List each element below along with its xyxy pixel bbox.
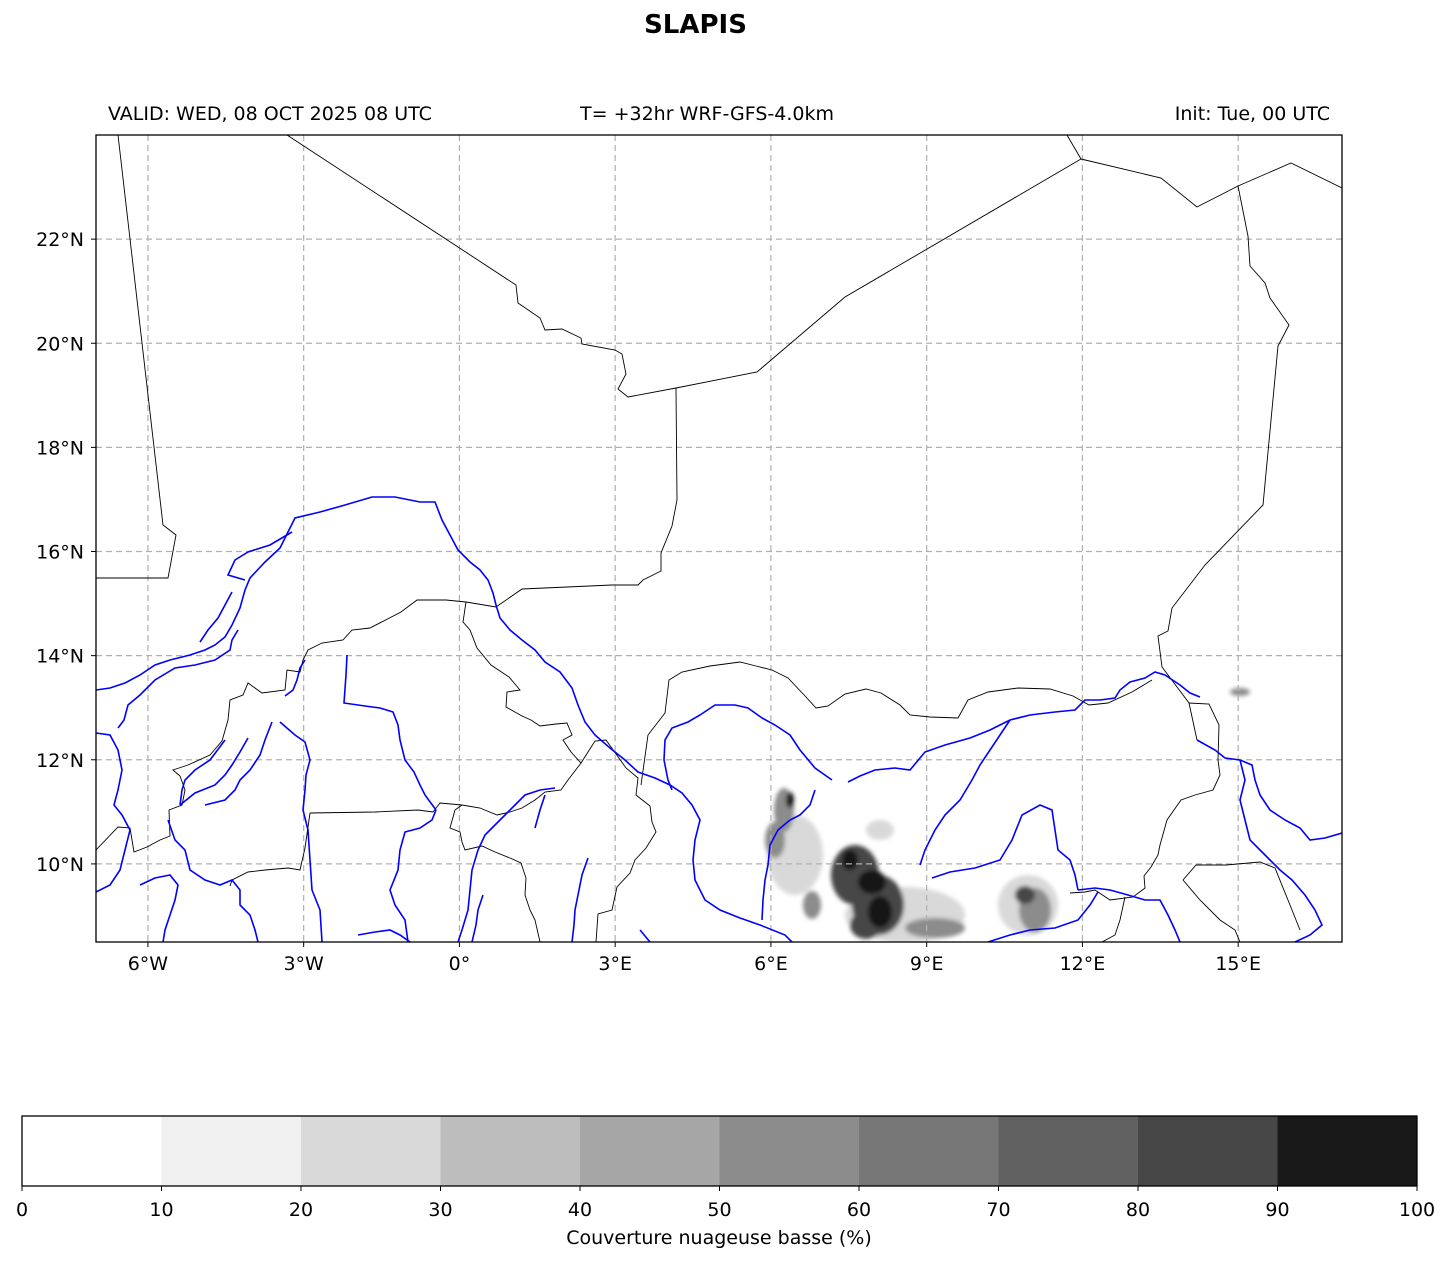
longitude-labels: 6°W 3°W 0° 3°E 6°E 9°E 12°E 15°E <box>128 942 1261 975</box>
valid-time-label: VALID: WED, 08 OCT 2025 08 UTC <box>108 103 432 125</box>
colorbar-tick-label: 80 <box>1126 1199 1150 1221</box>
lon-tick-label: 9°E <box>910 953 944 975</box>
forecast-run-label: T= +32hr WRF-GFS-4.0km <box>580 103 834 125</box>
colorbar-tick-label: 50 <box>707 1199 731 1221</box>
colorbar-swatch <box>719 1116 860 1186</box>
init-time-label: Init: Tue, 00 UTC <box>1174 103 1330 125</box>
country-borders <box>96 135 1342 942</box>
lon-tick-label: 12°E <box>1060 953 1106 975</box>
colorbar-ticks: 0 10 20 30 40 50 60 70 80 90 100 <box>16 1186 1435 1221</box>
gridlines <box>96 135 1342 942</box>
colorbar-tick-label: 30 <box>428 1199 452 1221</box>
colorbar-tick-label: 20 <box>289 1199 313 1221</box>
latitude-labels: 22°N 20°N 18°N 16°N 14°N 12°N 10°N <box>36 229 96 876</box>
cloud-cover-field <box>765 688 1250 942</box>
lat-tick-label: 10°N <box>36 854 84 876</box>
colorbar-swatch <box>998 1116 1139 1186</box>
colorbar-swatch <box>580 1116 720 1186</box>
lon-tick-label: 3°W <box>283 953 324 975</box>
lat-tick-label: 16°N <box>36 542 84 564</box>
lat-tick-label: 20°N <box>36 333 84 355</box>
colorbar-tick-label: 0 <box>16 1199 28 1221</box>
lat-tick-label: 12°N <box>36 750 84 772</box>
colorbar-tick-label: 70 <box>986 1199 1010 1221</box>
lon-tick-label: 6°W <box>128 953 169 975</box>
colorbar-swatch <box>1138 1116 1278 1186</box>
colorbar-swatch <box>301 1116 441 1186</box>
map-area <box>96 135 1342 942</box>
colorbar-tick-label: 100 <box>1399 1199 1435 1221</box>
lat-tick-label: 22°N <box>36 229 84 251</box>
colorbar-label: Couverture nuageuse basse (%) <box>566 1227 872 1249</box>
lon-tick-label: 15°E <box>1215 953 1261 975</box>
lon-tick-label: 3°E <box>598 953 632 975</box>
lat-tick-label: 18°N <box>36 437 84 459</box>
lon-tick-label: 6°E <box>754 953 788 975</box>
chart-title: SLAPIS <box>644 10 747 40</box>
colorbar-swatch <box>22 1116 162 1186</box>
map-frame <box>95 134 1343 943</box>
colorbar-tick-label: 10 <box>149 1199 173 1221</box>
colorbar-tick-label: 60 <box>847 1199 871 1221</box>
colorbar-swatch <box>440 1116 581 1186</box>
colorbar <box>21 1115 1418 1187</box>
lon-tick-label: 0° <box>449 953 471 975</box>
colorbar-swatch <box>1277 1116 1418 1186</box>
rivers <box>96 496 1342 942</box>
colorbar-swatch <box>161 1116 302 1186</box>
colorbar-swatch <box>859 1116 999 1186</box>
colorbar-tick-label: 90 <box>1265 1199 1289 1221</box>
colorbar-tick-label: 40 <box>568 1199 592 1221</box>
lat-tick-label: 14°N <box>36 646 84 668</box>
